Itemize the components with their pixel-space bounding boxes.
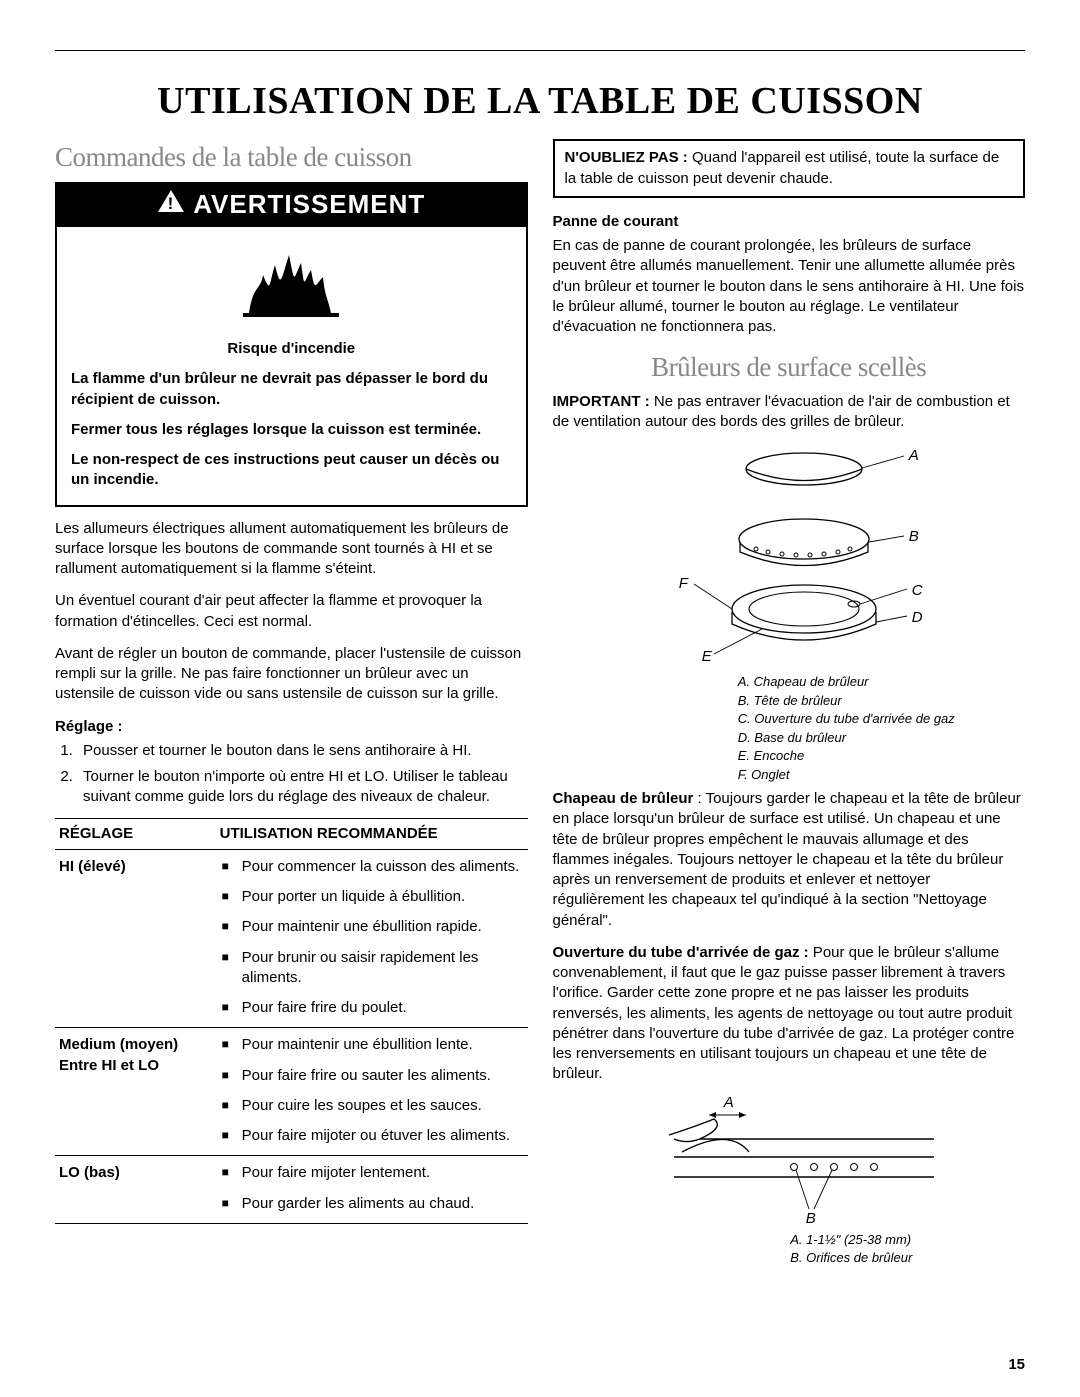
important-bold: IMPORTANT : — [553, 393, 650, 410]
burner-diagram: A B C D E F A. Chapeau de brûleur B. Têt… — [553, 444, 1026, 785]
table-header-reglage: RÉGLAGE — [55, 818, 216, 849]
step-1: Pousser et tourner le bouton dans le sen… — [77, 741, 528, 761]
gas-bold: Ouverture du tube d'arrivée de gaz : — [553, 944, 809, 961]
diagram2-label-a: A — [724, 1093, 734, 1113]
power-failure-heading: Panne de courant — [553, 212, 1026, 232]
row-lo-label: LO (bas) — [59, 1164, 120, 1181]
legend-b: B. Tête de brûleur — [738, 692, 955, 710]
diagram2-legend: A. 1-1½" (25-38 mm) B. Orifices de brûle… — [790, 1231, 912, 1268]
warning-text: Risque d'incendie La flamme d'un brûleur… — [57, 337, 526, 505]
page-number: 15 — [1008, 1355, 1025, 1375]
warn-line-3: Le non-respect de ces instructions peut … — [71, 450, 512, 491]
gas-opening-paragraph: Ouverture du tube d'arrivée de gaz : Pou… — [553, 943, 1026, 1085]
cap-text: : Toujours garder le chapeau et la tête … — [553, 790, 1021, 929]
body-paragraph: Les allumeurs électriques allument autom… — [55, 519, 528, 580]
diagram-label-c: C — [912, 581, 923, 601]
top-rule — [55, 50, 1025, 51]
legend-a: A. Chapeau de brûleur — [738, 673, 955, 691]
note-box: N'OUBLIEZ PAS : Quand l'appareil est uti… — [553, 139, 1026, 198]
note-bold: N'OUBLIEZ PAS : — [565, 149, 688, 166]
reglage-heading: Réglage : — [55, 717, 528, 737]
list-item: Pour faire frire ou sauter les aliments. — [220, 1066, 524, 1086]
table-row: Medium (moyen) Entre HI et LO Pour maint… — [55, 1028, 528, 1156]
list-item: Pour cuire les soupes et les sauces. — [220, 1096, 524, 1116]
section-title-controls: Commandes de la table de cuisson — [55, 139, 528, 175]
row-hi-label: HI (élevé) — [59, 858, 126, 875]
right-column: N'OUBLIEZ PAS : Quand l'appareil est uti… — [553, 139, 1026, 1272]
list-item: Pour faire mijoter lentement. — [220, 1163, 524, 1183]
list-item: Pour maintenir une ébullition rapide. — [220, 917, 524, 937]
page-title: UTILISATION DE LA TABLE DE CUISSON — [55, 76, 1025, 127]
list-item: Pour brunir ou saisir rapidement les ali… — [220, 948, 524, 989]
diagram-label-f: F — [679, 574, 688, 594]
content-columns: Commandes de la table de cuisson ! AVERT… — [55, 139, 1025, 1272]
risk-title: Risque d'incendie — [71, 339, 512, 359]
warning-box: ! AVERTISSEMENT Risque d'incendie La fla… — [55, 182, 528, 507]
legend-c: C. Ouverture du tube d'arrivée de gaz — [738, 710, 955, 728]
diagram-label-a: A — [909, 446, 919, 466]
table-row: LO (bas) Pour faire mijoter lentement. P… — [55, 1156, 528, 1224]
diagram2-label-b: B — [806, 1209, 816, 1229]
list-item: Pour maintenir une ébullition lente. — [220, 1035, 524, 1055]
warn-line-1: La flamme d'un brûleur ne devrait pas dé… — [71, 369, 512, 410]
legend2-a: A. 1-1½" (25-38 mm) — [790, 1231, 912, 1249]
step-2: Tourner le bouton n'importe où entre HI … — [77, 767, 528, 808]
list-item: Pour faire mijoter ou étuver les aliment… — [220, 1126, 524, 1146]
body-paragraph: Un éventuel courant d'air peut affecter … — [55, 591, 528, 632]
burner-cap-paragraph: Chapeau de brûleur : Toujours garder le … — [553, 789, 1026, 931]
warning-header-text: AVERTISSEMENT — [193, 187, 425, 222]
important-note: IMPORTANT : Ne pas entraver l'évacuation… — [553, 392, 1026, 433]
cap-bold: Chapeau de brûleur — [553, 790, 694, 807]
left-column: Commandes de la table de cuisson ! AVERT… — [55, 139, 528, 1272]
diagram-label-d: D — [912, 608, 923, 628]
list-item: Pour garder les aliments au chaud. — [220, 1194, 524, 1214]
gas-text: Pour que le brûleur s'allume convenablem… — [553, 944, 1015, 1083]
diagram-label-e: E — [702, 647, 712, 667]
body-paragraph: Avant de régler un bouton de commande, p… — [55, 644, 528, 705]
list-item: Pour porter un liquide à ébullition. — [220, 887, 524, 907]
diagram-legend: A. Chapeau de brûleur B. Tête de brûleur… — [738, 673, 955, 784]
legend-f: F. Onglet — [738, 766, 955, 784]
table-row: HI (élevé) Pour commencer la cuisson des… — [55, 849, 528, 1028]
warning-triangle-icon: ! — [157, 187, 185, 222]
diagram-label-b: B — [909, 527, 919, 547]
list-item: Pour commencer la cuisson des aliments. — [220, 857, 524, 877]
legend2-b: B. Orifices de brûleur — [790, 1249, 912, 1267]
svg-text:!: ! — [168, 194, 175, 213]
row-medium-label-b: Entre HI et LO — [59, 1056, 212, 1076]
row-medium-label-a: Medium (moyen) — [59, 1035, 212, 1055]
legend-e: E. Encoche — [738, 747, 955, 765]
power-failure-text: En cas de panne de courant prolongée, le… — [553, 236, 1026, 337]
settings-table: RÉGLAGE UTILISATION RECOMMANDÉE HI (élev… — [55, 818, 528, 1224]
steps-list: Pousser et tourner le bouton dans le sen… — [55, 741, 528, 808]
warning-header: ! AVERTISSEMENT — [57, 184, 526, 227]
table-header-usage: UTILISATION RECOMMANDÉE — [216, 818, 528, 849]
legend-d: D. Base du brûleur — [738, 729, 955, 747]
burner-ports-diagram: A B A. 1-1½" (25-38 mm) B. Orifices de b… — [553, 1097, 1026, 1269]
section-title-burners: Brûleurs de surface scellès — [553, 349, 1026, 385]
fire-icon — [57, 227, 526, 337]
list-item: Pour faire frire du poulet. — [220, 998, 524, 1018]
warn-line-2: Fermer tous les réglages lorsque la cuis… — [71, 420, 512, 440]
